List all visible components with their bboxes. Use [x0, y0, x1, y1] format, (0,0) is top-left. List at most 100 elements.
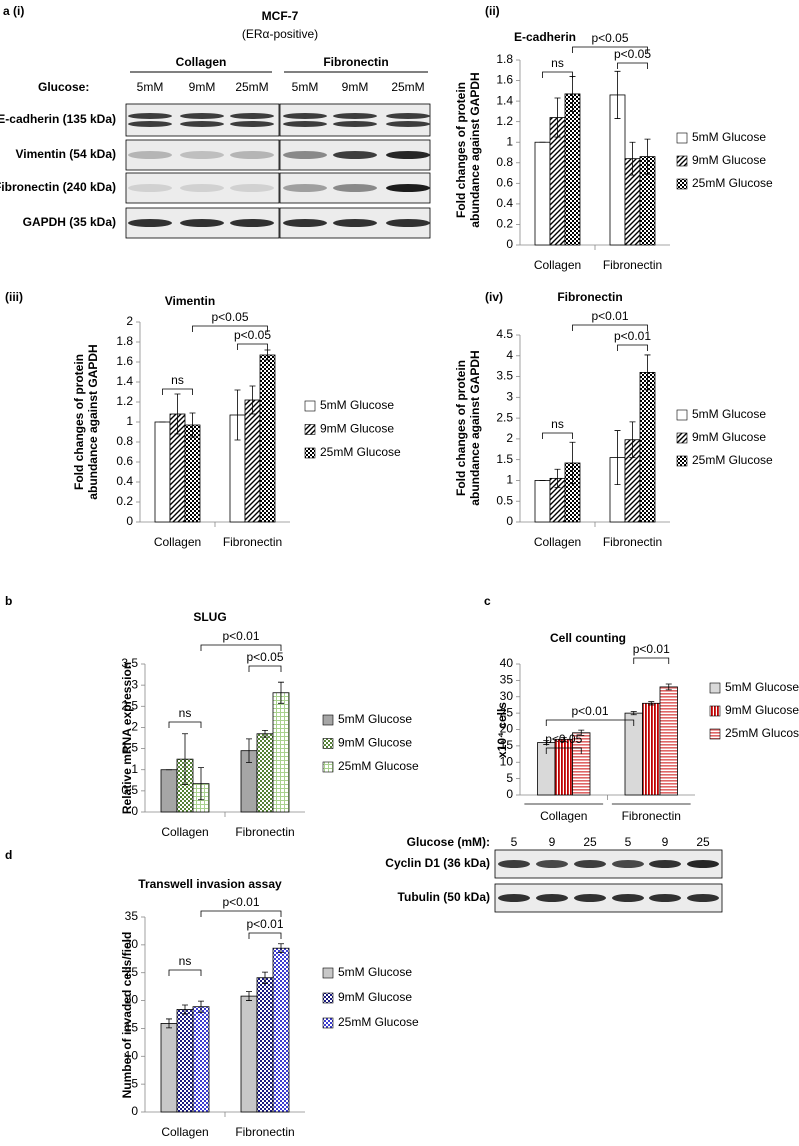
- blot-panel: [125, 139, 280, 171]
- legend-swatch: [676, 132, 688, 144]
- blot-panel: [494, 883, 723, 913]
- bar: [184, 424, 201, 523]
- significance-label: p<0.01: [222, 895, 259, 909]
- legend-label: 9mM Glucose: [320, 422, 394, 436]
- significance-bracket: [192, 325, 268, 332]
- y-tick-label: 1.4: [496, 93, 513, 107]
- significance-bracket: [162, 388, 193, 395]
- legend-label: 9mM Glucose: [338, 736, 412, 750]
- bar: [176, 1009, 194, 1113]
- error-bar: [174, 393, 181, 435]
- bar: [534, 480, 551, 523]
- band: [180, 113, 224, 119]
- legend-swatch: [676, 155, 688, 167]
- y-tick-label: 1.4: [116, 374, 133, 388]
- y-tick-label: 40: [500, 656, 514, 670]
- panel-label: b: [5, 594, 12, 608]
- band: [180, 151, 224, 159]
- legend-label: 5mM Glucose: [692, 130, 766, 144]
- error-bar: [644, 354, 651, 391]
- significance-label: p<0.05: [246, 650, 283, 664]
- band: [498, 860, 530, 868]
- y-tick-label: 30: [125, 937, 139, 951]
- blot-group: Fibronectin: [323, 55, 388, 69]
- y-tick-label: 2: [126, 314, 133, 328]
- legend-swatch: [709, 728, 721, 740]
- y-tick-label: 0: [131, 1104, 138, 1118]
- y-tick-label: 25: [500, 705, 514, 719]
- legend-swatch: [676, 409, 688, 421]
- band: [687, 894, 719, 902]
- significance-bracket: [617, 62, 648, 69]
- x-tick-label: Fibronectin: [603, 258, 662, 272]
- y-tick-label: 10: [500, 754, 514, 768]
- lane: 25mM: [235, 80, 268, 94]
- legend-swatch: [322, 761, 334, 773]
- bar: [534, 141, 551, 246]
- lane: 25mM: [391, 80, 424, 94]
- bar: [256, 733, 274, 813]
- x-tick-label: Collagen: [154, 535, 201, 549]
- y-axis-label: Relative mRNA expression: [120, 662, 134, 814]
- error-bar: [554, 468, 561, 488]
- y-tick-label: 3.5: [496, 369, 513, 383]
- legend-swatch: [322, 714, 334, 726]
- y-tick-label: 0: [506, 514, 513, 528]
- legend-swatch: [322, 1017, 334, 1029]
- band: [386, 151, 430, 159]
- y-tick-label: 1.6: [116, 354, 133, 368]
- x-tick-label: Fibronectin: [622, 809, 681, 823]
- error-bar: [246, 991, 252, 1001]
- error-bar: [614, 430, 621, 485]
- y-tick-label: 3: [131, 677, 138, 691]
- blot-row-label: Fibronectin (240 kDa): [0, 180, 116, 194]
- error-bar: [249, 385, 256, 415]
- y-tick-label: 0: [131, 804, 138, 818]
- legend-swatch: [322, 738, 334, 749]
- bar: [160, 1023, 178, 1113]
- legend-swatch: [709, 682, 721, 694]
- y-tick-label: 0.6: [116, 454, 133, 468]
- y-tick-label: 1: [506, 134, 513, 148]
- band: [230, 151, 274, 159]
- error-bar: [278, 681, 284, 704]
- blot-group: Collagen: [176, 55, 227, 69]
- legend-label: 5mM Glucose: [725, 680, 799, 694]
- y-tick-label: 5: [506, 771, 513, 785]
- band: [649, 894, 681, 902]
- legend-swatch: [676, 178, 688, 190]
- significance-bracket: [572, 46, 648, 53]
- blot-row-label: Cyclin D1 (36 kDa): [385, 856, 490, 870]
- band: [574, 894, 606, 902]
- y-tick-label: 1.6: [496, 73, 513, 87]
- legend-swatch: [304, 400, 316, 412]
- panel-label: (iii): [5, 290, 23, 304]
- panel-label: c: [484, 594, 491, 608]
- y-tick-label: 1: [126, 414, 133, 428]
- band: [230, 113, 274, 119]
- chart-title: Transwell invasion assay: [138, 877, 282, 891]
- significance-bracket: [237, 343, 268, 350]
- lane: 25: [696, 835, 710, 849]
- legend-label: 9mM Glucose: [692, 153, 766, 167]
- legend-label: 25mM Glucose: [725, 726, 799, 740]
- blot-panel: [125, 172, 280, 204]
- significance-bracket: [617, 344, 648, 351]
- x-tick-label: Collagen: [161, 825, 208, 839]
- bar: [192, 1006, 210, 1113]
- legend-label: 25mM Glucose: [338, 759, 419, 773]
- error-bar: [614, 70, 621, 119]
- blot-subtitle: (ERα-positive): [242, 27, 318, 41]
- error-bar: [278, 943, 284, 954]
- band: [230, 219, 274, 227]
- band: [386, 121, 430, 127]
- x-tick-label: Collagen: [534, 535, 581, 549]
- significance-label: ns: [551, 56, 564, 70]
- y-tick-label: 0.2: [116, 494, 133, 508]
- chart-title: Vimentin: [165, 294, 215, 308]
- band: [536, 894, 568, 902]
- legend-label: 25mM Glucose: [320, 445, 401, 459]
- error-bar: [578, 729, 585, 736]
- band: [536, 860, 568, 868]
- error-bar: [262, 729, 268, 738]
